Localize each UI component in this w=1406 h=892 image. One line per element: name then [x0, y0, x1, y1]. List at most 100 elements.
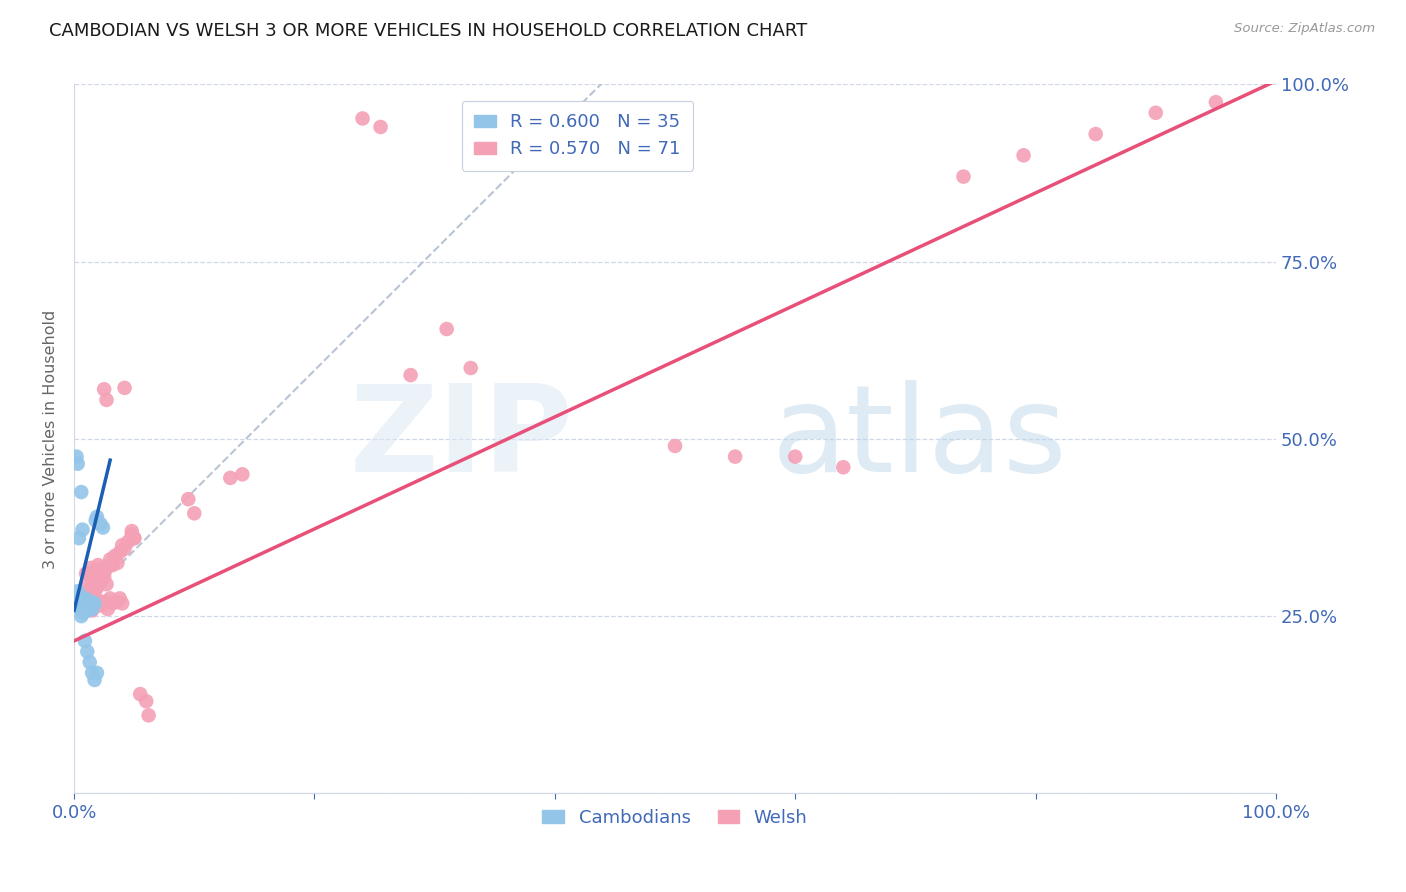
Point — [76, 593, 98, 607]
Point — [108, 545, 131, 559]
Point — [77, 599, 100, 613]
Text: atlas: atlas — [770, 380, 1067, 498]
Point — [91, 520, 114, 534]
Point — [111, 538, 134, 552]
Point — [67, 595, 90, 609]
Point — [108, 591, 131, 606]
Point — [66, 584, 89, 599]
Point — [399, 368, 422, 383]
Point — [90, 599, 112, 613]
Point — [122, 531, 145, 545]
Point — [111, 596, 134, 610]
Point — [87, 577, 110, 591]
Point — [87, 558, 110, 572]
Point — [121, 527, 143, 541]
Point — [66, 457, 89, 471]
Point — [98, 552, 121, 566]
Point — [1084, 127, 1107, 141]
Point — [96, 392, 118, 407]
Point — [86, 509, 108, 524]
Point — [70, 602, 93, 616]
Text: CAMBODIAN VS WELSH 3 OR MORE VEHICLES IN HOUSEHOLD CORRELATION CHART: CAMBODIAN VS WELSH 3 OR MORE VEHICLES IN… — [49, 22, 807, 40]
Y-axis label: 3 or more Vehicles in Household: 3 or more Vehicles in Household — [44, 310, 58, 568]
Point — [86, 581, 108, 595]
Point — [75, 602, 97, 616]
Point — [82, 584, 104, 599]
Point — [96, 577, 118, 591]
Point — [77, 568, 100, 582]
Point — [785, 450, 807, 464]
Point — [84, 577, 107, 591]
Point — [75, 581, 97, 595]
Point — [79, 591, 101, 606]
Point — [73, 634, 96, 648]
Point — [1205, 95, 1227, 110]
Point — [93, 382, 115, 396]
Point — [370, 120, 392, 134]
Point — [82, 603, 104, 617]
Point — [86, 665, 108, 680]
Point — [91, 561, 114, 575]
Point — [104, 549, 127, 563]
Point — [219, 471, 242, 485]
Point — [70, 609, 93, 624]
Point — [93, 595, 115, 609]
Point — [105, 595, 128, 609]
Point — [177, 492, 200, 507]
Point — [183, 506, 205, 520]
Point — [80, 595, 103, 609]
Point — [105, 556, 128, 570]
Point — [65, 450, 87, 464]
Point — [73, 606, 96, 620]
Point — [135, 694, 157, 708]
Point — [77, 596, 100, 610]
Point — [1144, 105, 1167, 120]
Point — [436, 322, 458, 336]
Legend: Cambodians, Welsh: Cambodians, Welsh — [536, 802, 814, 834]
Point — [83, 673, 105, 687]
Point — [77, 588, 100, 602]
Point — [122, 531, 145, 545]
Point — [101, 558, 124, 572]
Point — [101, 596, 124, 610]
Point — [83, 584, 105, 599]
Point — [1012, 148, 1035, 162]
Point — [75, 566, 97, 581]
Point — [117, 534, 139, 549]
Point — [84, 563, 107, 577]
Point — [70, 485, 93, 500]
Point — [114, 541, 136, 556]
Point — [84, 513, 107, 527]
Point — [97, 559, 120, 574]
Point — [67, 531, 90, 545]
Point — [89, 570, 111, 584]
Point — [352, 112, 374, 126]
Point — [79, 655, 101, 669]
Point — [80, 582, 103, 597]
Point — [69, 599, 91, 613]
Point — [73, 603, 96, 617]
Point — [94, 563, 117, 577]
Point — [73, 599, 96, 613]
Point — [80, 561, 103, 575]
Point — [83, 596, 105, 610]
Point — [98, 591, 121, 606]
Point — [121, 524, 143, 538]
Point — [82, 602, 104, 616]
Point — [138, 708, 160, 723]
Point — [664, 439, 686, 453]
Point — [82, 565, 104, 579]
Point — [79, 600, 101, 615]
Text: ZIP: ZIP — [349, 380, 572, 498]
Point — [82, 599, 104, 613]
Point — [97, 602, 120, 616]
Point — [72, 523, 94, 537]
Point — [83, 596, 105, 610]
Point — [82, 665, 104, 680]
Point — [832, 460, 855, 475]
Point — [90, 566, 112, 581]
Point — [72, 602, 94, 616]
Text: Source: ZipAtlas.com: Source: ZipAtlas.com — [1234, 22, 1375, 36]
Point — [952, 169, 974, 184]
Point — [129, 687, 152, 701]
